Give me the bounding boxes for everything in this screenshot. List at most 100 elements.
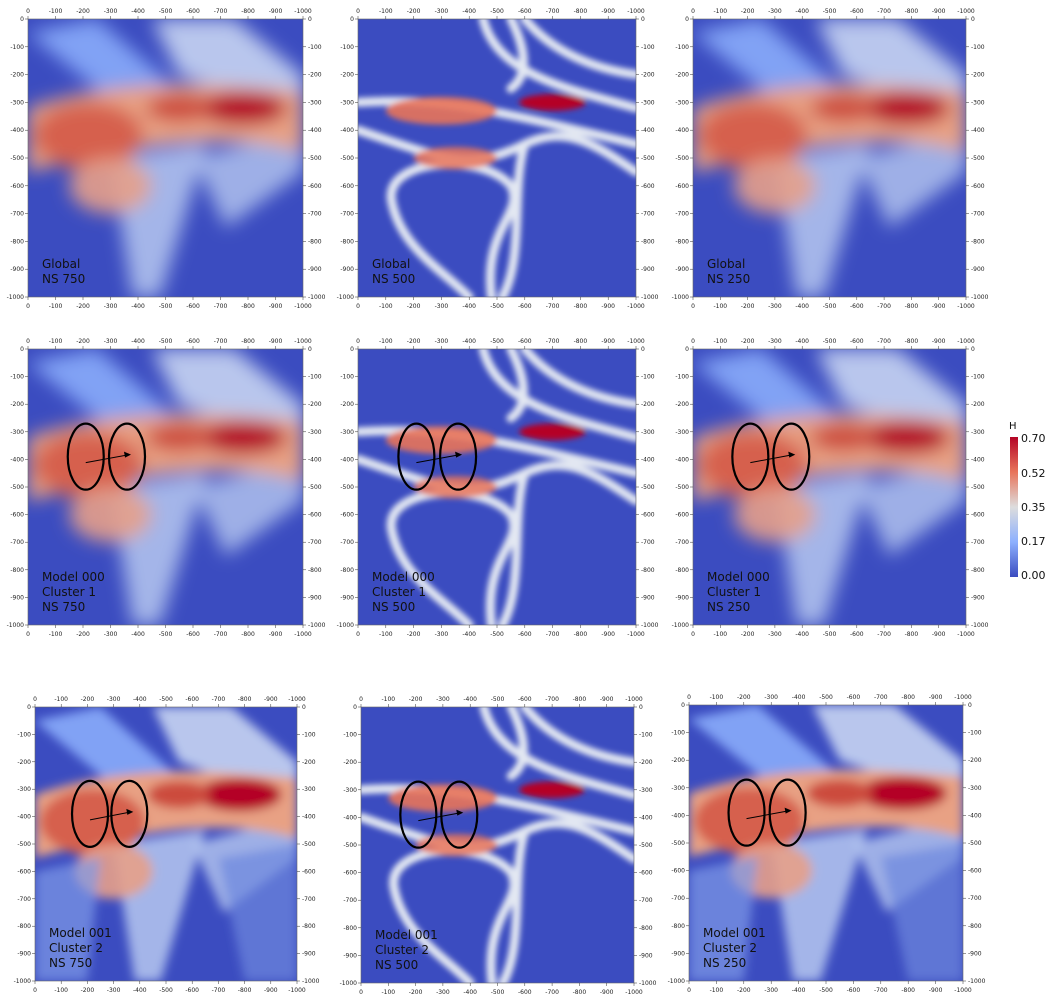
- x-tick-label: -800: [241, 631, 255, 638]
- x-tick-label: -200: [741, 8, 755, 15]
- x-tick-label: -600: [518, 631, 532, 638]
- x-tick-label: -300: [104, 338, 118, 345]
- x-tick-label: -600: [186, 8, 200, 15]
- x-tick-label: -500: [491, 696, 505, 703]
- x-tick-label: -300: [107, 696, 121, 703]
- panel-label: Model 001 Cluster 2 NS 250: [703, 926, 766, 970]
- y-tick-label: 0: [968, 702, 972, 709]
- y-tick-label: -300: [675, 99, 689, 106]
- x-tick-label: -300: [435, 631, 449, 638]
- y-tick-label: -700: [971, 539, 985, 546]
- x-tick-label: -700: [212, 696, 226, 703]
- y-tick-label: -200: [308, 401, 322, 408]
- y-tick-label: -800: [675, 238, 689, 245]
- x-tick-label: -400: [131, 303, 145, 310]
- panel-label: Model 000 Cluster 1 NS 500: [372, 570, 435, 614]
- x-tick-label: -1000: [294, 338, 312, 345]
- y-tick-label: -800: [639, 925, 653, 932]
- cluster-ellipse: [768, 778, 807, 847]
- y-tick-label: -800: [340, 238, 354, 245]
- y-tick-label: -400: [641, 127, 655, 134]
- arrow: [416, 454, 461, 464]
- x-tick-label: -700: [214, 338, 228, 345]
- x-tick-label: -800: [241, 338, 255, 345]
- x-tick-label: -500: [490, 338, 504, 345]
- cluster-ellipse: [110, 779, 149, 848]
- x-tick-label: -600: [185, 696, 199, 703]
- colorbar-tick: 0.17: [1021, 535, 1046, 548]
- y-tick-label: 0: [971, 346, 975, 353]
- y-tick-label: -800: [308, 238, 322, 245]
- x-tick-label: -200: [81, 987, 95, 994]
- x-tick-label: 0: [356, 338, 360, 345]
- y-tick-label: -600: [10, 183, 24, 190]
- y-tick-label: -600: [675, 512, 689, 519]
- x-tick-label: -700: [546, 338, 560, 345]
- y-tick-label: -600: [971, 512, 985, 519]
- x-tick-label: -200: [741, 338, 755, 345]
- x-tick-label: -300: [768, 303, 782, 310]
- x-tick-label: -800: [238, 696, 252, 703]
- x-tick-label: -600: [186, 631, 200, 638]
- y-tick-label: -300: [308, 429, 322, 436]
- y-tick-label: -800: [641, 567, 655, 574]
- arrow-head: [126, 808, 134, 815]
- cluster-ellipse: [731, 422, 770, 491]
- y-tick-label: -500: [971, 155, 985, 162]
- x-tick-label: -200: [76, 338, 90, 345]
- y-tick-label: -200: [302, 759, 316, 766]
- y-tick-label: -600: [308, 512, 322, 519]
- y-tick-label: -300: [17, 786, 31, 793]
- y-tick-label: -900: [675, 594, 689, 601]
- x-tick-label: -800: [905, 8, 919, 15]
- x-tick-label: -400: [462, 631, 476, 638]
- y-tick-label: 0: [639, 704, 643, 711]
- y-tick-label: -400: [302, 814, 316, 821]
- y-tick-label: -800: [343, 925, 357, 932]
- y-tick-label: -300: [343, 787, 357, 794]
- y-tick-label: -1000: [308, 294, 326, 301]
- colorbar-tick: 0.52: [1021, 467, 1046, 480]
- y-tick-label: -900: [308, 594, 322, 601]
- y-tick-label: 0: [685, 346, 689, 353]
- y-tick-label: -300: [340, 429, 354, 436]
- x-tick-label: -400: [133, 696, 147, 703]
- x-tick-label: 0: [359, 696, 363, 703]
- x-tick-label: -800: [905, 303, 919, 310]
- y-tick-label: -100: [639, 732, 653, 739]
- y-tick-label: -200: [340, 72, 354, 79]
- x-tick-label: -1000: [627, 303, 645, 310]
- x-tick-label: -900: [264, 987, 278, 994]
- y-tick-label: -800: [971, 567, 985, 574]
- y-tick-label: -1000: [337, 622, 355, 629]
- heatmap-svg: 000 0-100-100-100 -100-200-200-200 -200-300…: [14, 696, 320, 994]
- x-tick-label: -1000: [957, 338, 975, 345]
- x-tick-label: -500: [490, 303, 504, 310]
- y-tick-label: -800: [968, 923, 982, 930]
- y-tick-label: -1000: [641, 294, 659, 301]
- y-tick-label: 0: [302, 704, 306, 711]
- y-tick-label: -900: [675, 266, 689, 273]
- x-tick-label: -300: [764, 987, 778, 994]
- y-tick-label: -200: [971, 72, 985, 79]
- y-tick-label: -800: [10, 567, 24, 574]
- x-tick-label: -400: [462, 338, 476, 345]
- x-tick-label: -700: [877, 631, 891, 638]
- x-tick-label: -300: [435, 8, 449, 15]
- y-tick-label: -300: [971, 429, 985, 436]
- x-tick-label: 0: [687, 987, 691, 994]
- x-tick-label: -800: [574, 631, 588, 638]
- y-tick-label: -500: [340, 155, 354, 162]
- x-tick-label: -600: [186, 338, 200, 345]
- x-tick-label: -1000: [957, 303, 975, 310]
- y-tick-label: -1000: [308, 622, 326, 629]
- y-tick-label: -200: [308, 72, 322, 79]
- y-tick-label: -200: [671, 757, 685, 764]
- y-tick-label: -700: [340, 539, 354, 546]
- x-tick-label: 0: [359, 989, 363, 996]
- x-tick-label: -500: [819, 694, 833, 701]
- y-tick-label: -400: [971, 127, 985, 134]
- x-tick-label: -300: [104, 631, 118, 638]
- y-tick-label: -300: [340, 99, 354, 106]
